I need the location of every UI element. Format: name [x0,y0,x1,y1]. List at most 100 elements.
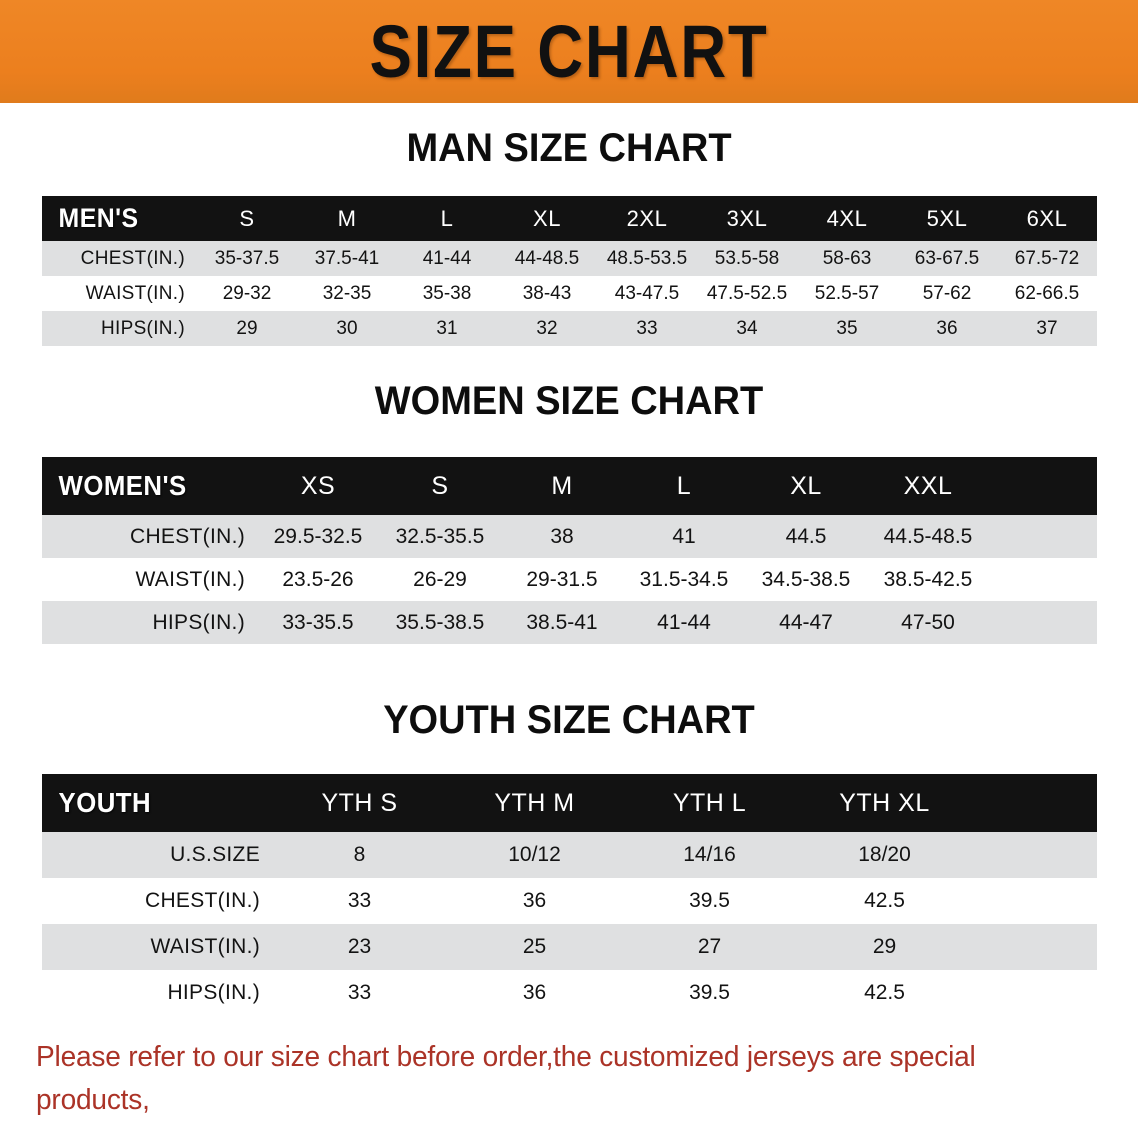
men-size-table: MEN'S S M L XL 2XL 3XL 4XL 5XL 6XL CHEST(IN.) 35-3… [42,196,1097,346]
measurement-cell: 32-35 [322,282,372,304]
measurement-cell: 44-47 [779,610,833,634]
measurement-cell: 57-62 [922,282,972,304]
measurement-cell: 26-29 [413,567,467,591]
table-row: CHEST(IN.) 29.5-32.5 32.5-35.5 38 41 44.5 44.5… [42,515,1097,558]
table-row: WAIST(IN.) 23 25 27 29 [42,924,1097,970]
banner-title: SIZE CHART [369,9,769,93]
table-row: CHEST(IN.) 33 36 39.5 42.5 [42,878,1097,924]
measurement-cell: 43-47.5 [614,282,680,304]
table-header-row: YOUTH YTH S YTH M YTH L YTH XL [42,774,1097,832]
table-row: HIPS(IN.) 33 36 39.5 42.5 [42,970,1097,1016]
column-header-m: M [337,205,357,231]
measurement-cell: 47.5-52.5 [706,282,788,304]
measurement-cell: 37 [1036,317,1058,339]
table-row: HIPS(IN.) 29 30 31 32 33 34 35 36 37 [42,311,1097,346]
row-spacer [972,878,1097,924]
women-table-body: CHEST(IN.) 29.5-32.5 32.5-35.5 38 41 44.5 44.5… [42,515,1097,644]
column-header-yth-l: YTH L [672,788,747,817]
measurement-cell: 33 [347,889,372,912]
measurement-cell: 32 [536,317,558,339]
tbl-women-corner-label: WOMEN'S [58,470,187,501]
measurement-cell: 8 [353,843,366,866]
measurement-cell: 67.5-72 [1014,247,1080,269]
measurement-cell: 29-31.5 [526,567,598,591]
column-header-xxl: XXL [903,471,953,500]
measurement-cell: 34.5-38.5 [761,567,851,591]
women-section-title: WOMEN SIZE CHART [374,379,764,423]
measurement-cell: 39.5 [689,981,730,1004]
measurement-cell: 47-50 [901,610,955,634]
banner: SIZE CHART [0,0,1138,103]
row-label: CHEST(IN.) [145,889,260,912]
measurement-cell: 33 [636,317,658,339]
measurement-cell: 23.5-26 [282,567,354,591]
column-header-s: S [239,205,255,231]
column-header-s: S [431,471,449,500]
row-spacer [972,924,1097,970]
order-notice: Please refer to our size chart before or… [36,1036,1090,1132]
measurement-cell: 33 [347,981,372,1004]
measurement-cell: 35-38 [422,282,472,304]
row-spacer [989,601,1097,644]
measurement-cell: 38.5-41 [526,610,598,634]
row-label: HIPS(IN.) [101,317,185,339]
measurement-cell: 33-35.5 [282,610,354,634]
measurement-cell: 42.5 [864,889,905,912]
youth-table-header: YOUTH YTH S YTH M YTH L YTH XL [42,774,1097,832]
table-header-row: WOMEN'S XS S M L XL XXL [42,457,1097,515]
order-notice-line-1: Please refer to our size chart before or… [36,1041,976,1117]
measurement-cell: 44.5-48.5 [883,524,973,548]
column-header-yth-m: YTH M [494,788,575,817]
measurement-cell: 32.5-35.5 [395,524,485,548]
measurement-cell: 41-44 [657,610,711,634]
measurement-cell: 35 [836,317,858,339]
measurement-cell: 44.5 [785,524,827,548]
measurement-cell: 14/16 [683,843,736,866]
measurement-cell: 48.5-53.5 [606,247,688,269]
row-label: CHEST(IN.) [80,247,185,269]
column-header-yth-s: YTH S [321,788,398,817]
measurement-cell: 39.5 [689,889,730,912]
column-header-l: L [440,205,454,231]
women-size-table: WOMEN'S XS S M L XL XXL CHEST(IN.) 29.5-32.5 32.… [42,457,1097,644]
women-table-header: WOMEN'S XS S M L XL XXL [42,457,1097,515]
measurement-cell: 62-66.5 [1014,282,1080,304]
measurement-cell: 31.5-34.5 [639,567,729,591]
table-header-row: MEN'S S M L XL 2XL 3XL 4XL 5XL 6XL [42,196,1097,241]
measurement-cell: 41 [672,524,696,548]
row-label: U.S.SIZE [170,843,260,866]
measurement-cell: 37.5-41 [314,247,380,269]
measurement-cell: 29-32 [222,282,272,304]
measurement-cell: 30 [336,317,358,339]
tbl-men-corner-label: MEN'S [58,203,139,233]
row-spacer [972,832,1097,878]
column-header-5xl: 5XL [926,205,968,231]
column-header-6xl: 6XL [1026,205,1068,231]
column-header-m: M [551,471,573,500]
row-spacer [989,515,1097,558]
measurement-cell: 36 [522,981,547,1004]
column-header-3xl: 3XL [726,205,768,231]
measurement-cell: 36 [522,889,547,912]
measurement-cell: 29 [872,935,897,958]
measurement-cell: 35-37.5 [214,247,280,269]
measurement-cell: 38 [550,524,574,548]
measurement-cell: 35.5-38.5 [395,610,485,634]
row-label: WAIST(IN.) [135,567,245,591]
measurement-cell: 36 [936,317,958,339]
measurement-cell: 42.5 [864,981,905,1004]
youth-size-table: YOUTH YTH S YTH M YTH L YTH XL U.S.SIZE 8 10/1… [42,774,1097,1016]
row-label: HIPS(IN.) [152,610,245,634]
header-spacer [972,774,1097,832]
header-spacer [989,457,1097,515]
tbl-youth-corner-label: YOUTH [58,787,152,818]
measurement-cell: 29.5-32.5 [273,524,363,548]
column-header-2xl: 2XL [626,205,668,231]
men-table-body: CHEST(IN.) 35-37.5 37.5-41 41-44 44-48.5 48.5… [42,241,1097,346]
column-header-xl: XL [790,471,822,500]
order-notice-line-2: we don't accept cancel, change, teturn o… [36,1123,1090,1132]
measurement-cell: 52.5-57 [814,282,880,304]
column-header-l: L [676,471,692,500]
youth-section-title: YOUTH SIZE CHART [383,698,755,742]
